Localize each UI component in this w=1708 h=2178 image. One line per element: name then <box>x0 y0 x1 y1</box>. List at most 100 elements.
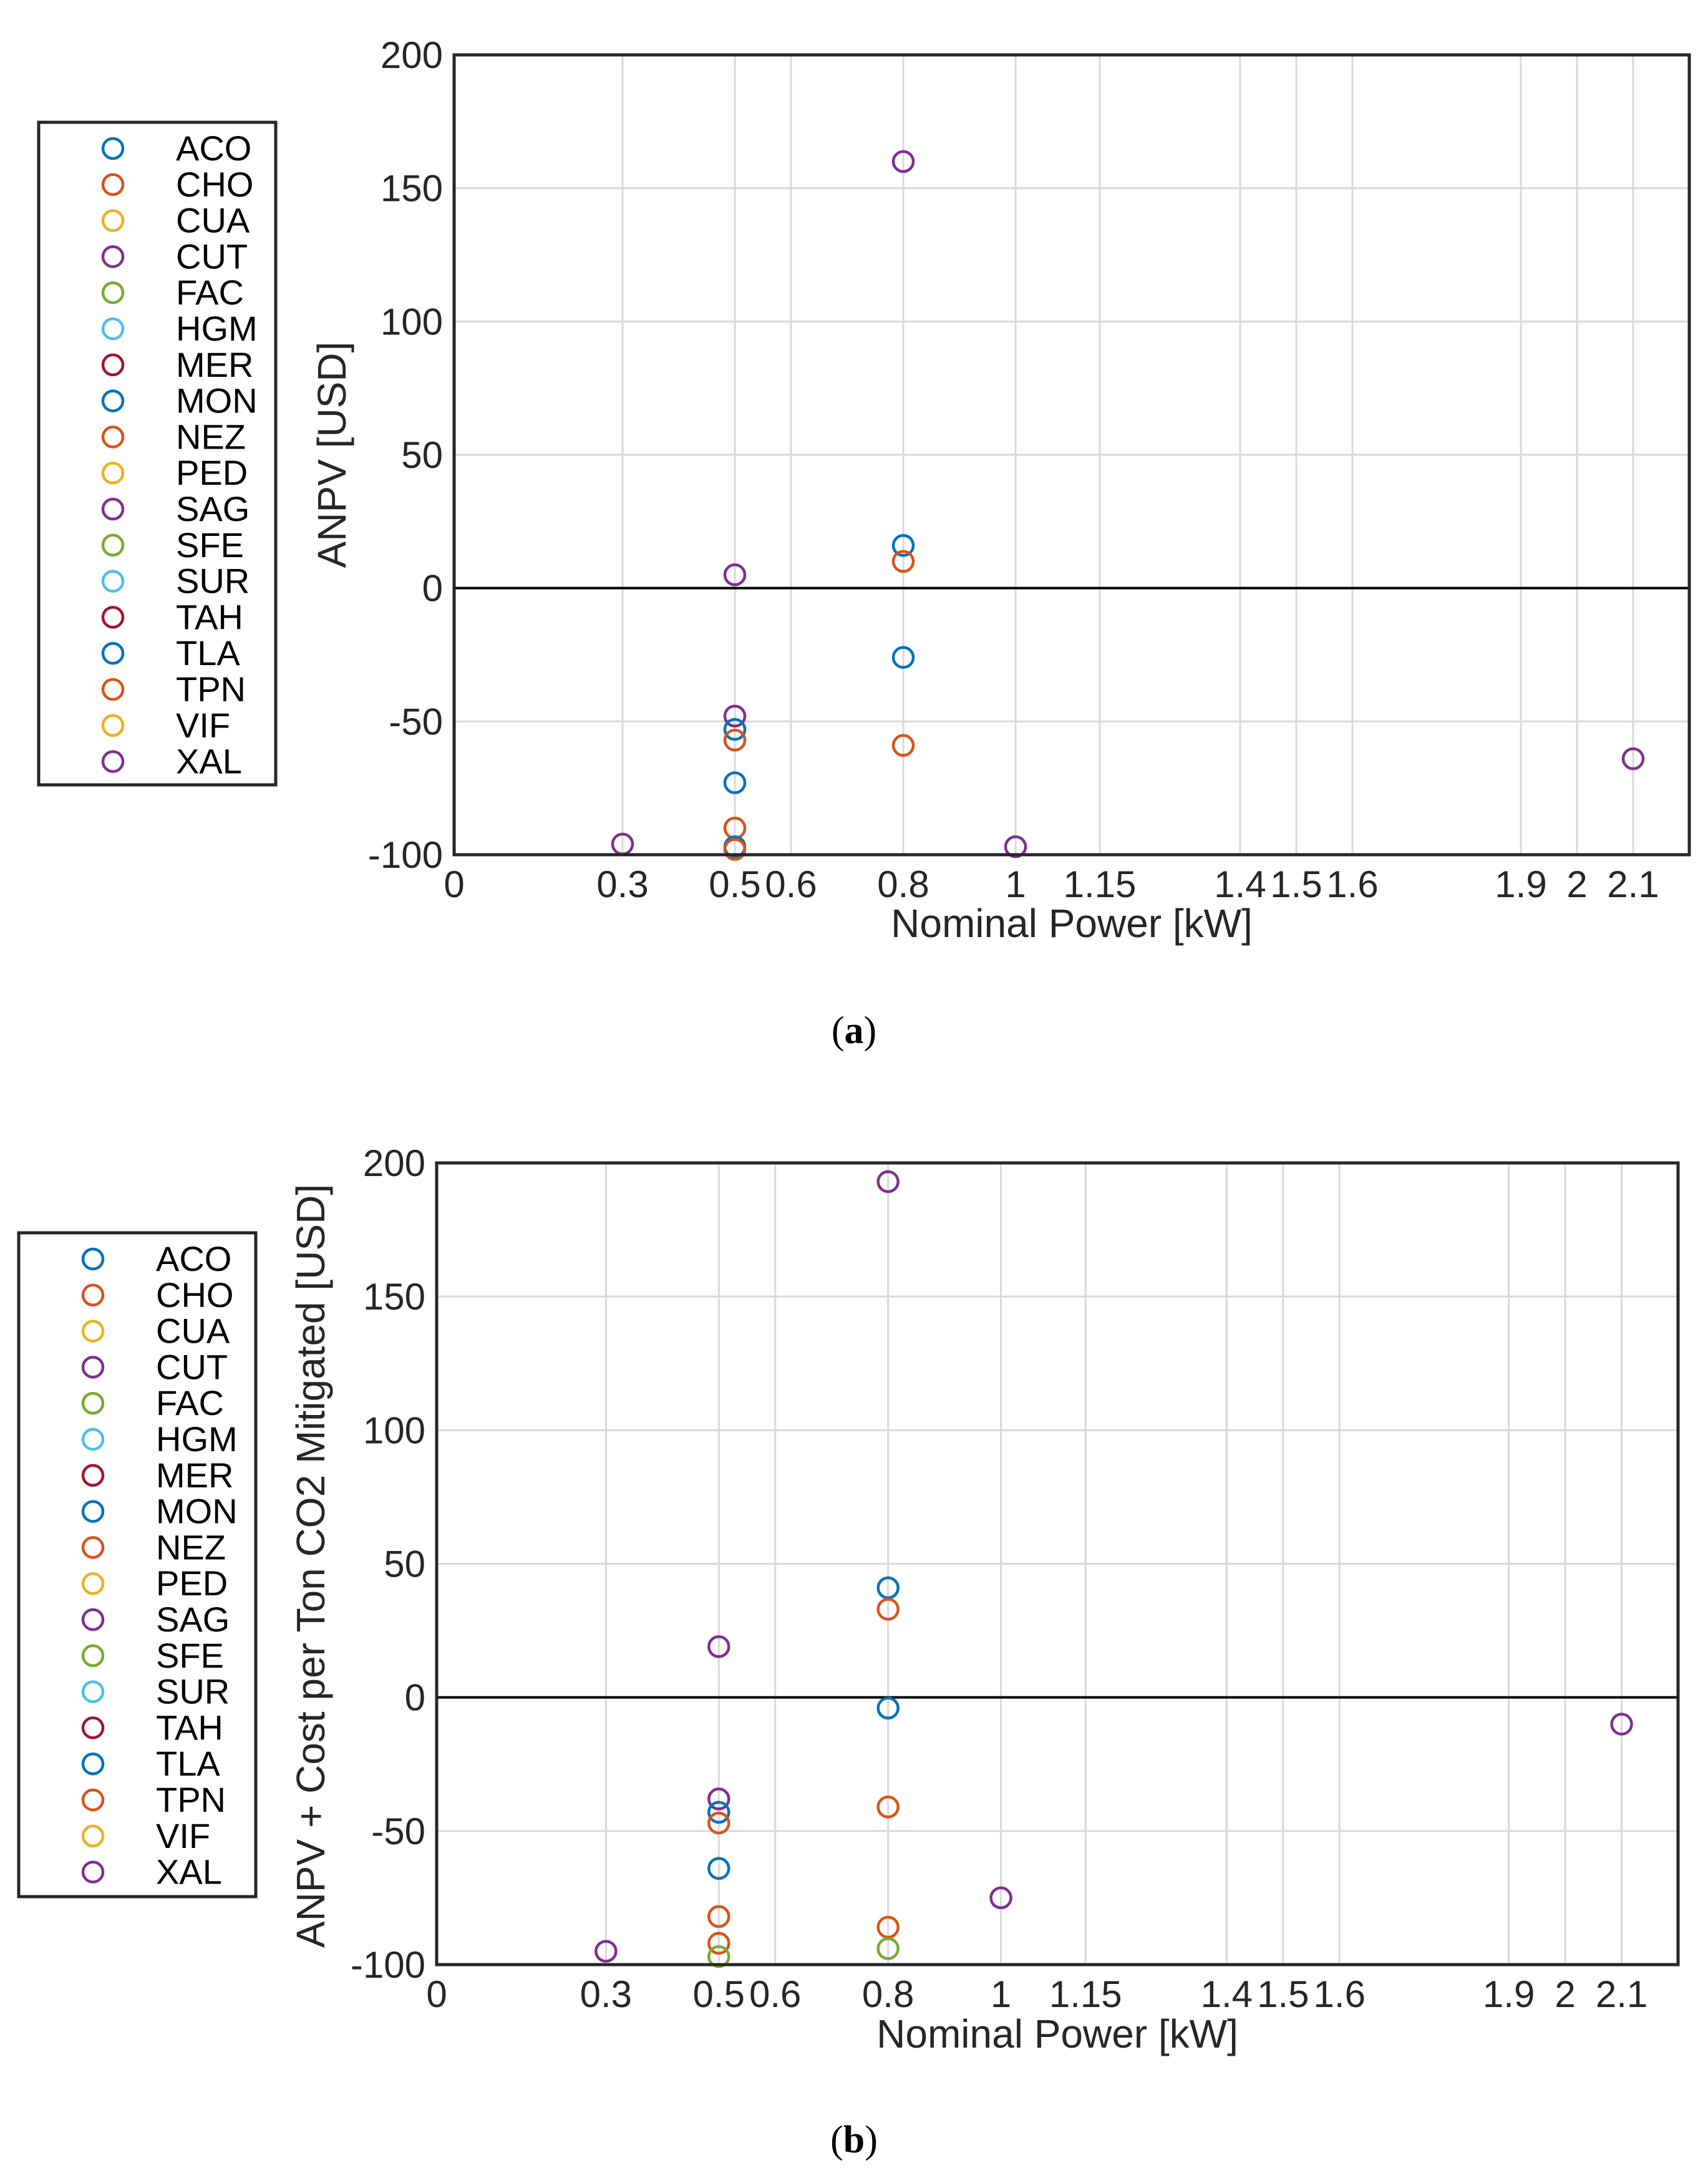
data-point-sag <box>876 1170 900 1194</box>
y-tick-label: 150 <box>381 168 443 210</box>
panel-a-y-tick-labels: -100 -50 0 50 100 150 200 <box>368 34 443 876</box>
x-tick-label: 0.6 <box>765 863 817 905</box>
y-tick-label: -50 <box>371 1811 425 1852</box>
x-tick-label: 1.4 <box>1201 1973 1253 2015</box>
y-tick-label: 200 <box>381 34 443 76</box>
legend-label-tla: TLA <box>176 633 240 673</box>
legend-marker-hgm <box>81 1427 105 1451</box>
legend-label-fac: FAC <box>176 273 244 312</box>
legend-label-tla: TLA <box>156 1744 220 1783</box>
legend-label-cua: CUA <box>176 201 250 240</box>
legend-box <box>17 1231 258 1898</box>
legend-marker-ped <box>101 461 125 485</box>
x-tick-label: 0.6 <box>749 1973 801 2015</box>
data-point-tla <box>891 646 915 669</box>
data-point-xal <box>1004 835 1027 858</box>
y-tick-label: 0 <box>422 568 443 610</box>
legend-label-aco: ACO <box>176 129 251 168</box>
x-tick-label: 1.15 <box>1064 863 1137 905</box>
data-point-tla <box>876 1696 900 1720</box>
data-point-cut <box>1621 747 1645 771</box>
x-tick-label: 0.8 <box>862 1973 914 2015</box>
panel-a-x-axis-label: Nominal Power [kW] <box>891 901 1253 946</box>
legend-label-aco: ACO <box>156 1239 231 1278</box>
panel-b-axes-box <box>435 1161 1680 1967</box>
legend-label-nez: NEZ <box>176 417 246 456</box>
panel-a-caption: (a) <box>832 1009 876 1052</box>
data-point-sag <box>891 150 915 173</box>
legend-marker-nez <box>81 1536 105 1559</box>
x-tick-label: 2.1 <box>1596 1973 1647 2015</box>
legend-marker-sfe <box>101 533 125 557</box>
data-point-sag <box>707 1635 730 1658</box>
legend-label-mon: MON <box>156 1492 238 1531</box>
panel-b-y-tick-labels: -100 -50 0 50 100 150 200 <box>351 1142 425 1986</box>
legend-label-cut: CUT <box>176 236 248 276</box>
legend-marker-hgm <box>101 317 125 341</box>
legend-marker-tla <box>81 1752 105 1776</box>
legend-label-tah: TAH <box>176 597 243 636</box>
data-point-nez <box>723 728 747 752</box>
y-tick-label: 50 <box>401 434 443 476</box>
legend-label-xal: XAL <box>156 1852 222 1892</box>
legend-marker-sur <box>101 570 125 593</box>
x-tick-label: 1.9 <box>1483 1973 1535 2015</box>
legend-marker-mer <box>81 1464 105 1487</box>
panel-a-y-axis-label: ANPV [USD] <box>309 342 354 568</box>
data-point-cho <box>723 838 747 861</box>
legend-label-tpn: TPN <box>176 669 246 709</box>
legend-label-vif: VIF <box>156 1816 210 1855</box>
data-point-cho <box>707 1932 730 1955</box>
legend-label-xal: XAL <box>176 742 242 781</box>
legend-marker-sur <box>81 1680 105 1703</box>
legend-label-vif: VIF <box>176 706 230 745</box>
data-point-nez <box>876 1598 900 1621</box>
legend-marker-fac <box>81 1391 105 1415</box>
legend-marker-tpn <box>101 678 125 701</box>
x-tick-label: 1.9 <box>1495 863 1546 905</box>
legend-label-fac: FAC <box>156 1383 224 1422</box>
legend-label-hgm: HGM <box>176 309 258 348</box>
x-tick-label: 0.5 <box>709 863 760 905</box>
legend-marker-vif <box>81 1824 105 1848</box>
x-tick-label: 1.5 <box>1257 1973 1309 2015</box>
x-tick-label: 2.1 <box>1607 863 1659 905</box>
legend-marker-mon <box>101 389 125 412</box>
legend-label-sur: SUR <box>156 1672 230 1711</box>
legend-label-mer: MER <box>176 345 253 384</box>
x-tick-label: 1.15 <box>1049 1973 1122 2015</box>
panel-b-points <box>594 1170 1633 1968</box>
legend-label-nez: NEZ <box>156 1527 226 1567</box>
x-tick-label: 0.3 <box>580 1973 632 2015</box>
data-point-mon <box>707 1801 730 1824</box>
legend-label-cho: CHO <box>156 1275 233 1315</box>
legend-box <box>37 120 278 787</box>
legend-label-cua: CUA <box>156 1311 230 1351</box>
legend-marker-tla <box>101 641 125 665</box>
y-tick-label: 100 <box>363 1409 425 1451</box>
y-tick-label: 0 <box>405 1677 425 1719</box>
data-point-tpn <box>876 1796 900 1819</box>
data-point-xal <box>707 1787 730 1811</box>
legend-marker-cut <box>81 1356 105 1379</box>
data-point-tla <box>723 771 747 794</box>
legend-label-tpn: TPN <box>156 1780 226 1819</box>
data-point-cut <box>594 1940 618 1963</box>
data-point-cut <box>1610 1713 1633 1736</box>
panel-b-y-axis-label: ANPV + Cost per Ton CO2 Mitigated [USD] <box>288 1184 333 1948</box>
x-tick-label: 1 <box>991 1973 1011 2015</box>
legend-label-hgm: HGM <box>156 1419 238 1459</box>
legend-marker-tah <box>101 606 125 629</box>
legend-marker-mer <box>101 353 125 377</box>
legend-marker-xal <box>81 1860 105 1884</box>
x-tick-label: 0.8 <box>877 863 929 905</box>
y-tick-label: 200 <box>363 1142 425 1184</box>
legend-label-sfe: SFE <box>156 1636 224 1675</box>
data-point-xal <box>989 1886 1012 1910</box>
legend-label-cho: CHO <box>176 165 253 204</box>
data-point-mon <box>876 1576 900 1600</box>
panel-a-x-tick-labels: 0 0.3 0.5 0.6 0.8 1 1.15 1.4 1.5 1.6 1.9 2 2.1 <box>444 863 1659 905</box>
legend-marker-sfe <box>81 1644 105 1668</box>
y-tick-label: 50 <box>384 1544 425 1585</box>
panel-b-legend: ACOCHOCUACUTFACHGMMERMONNEZPEDSAGSFESURT… <box>17 1231 258 1898</box>
